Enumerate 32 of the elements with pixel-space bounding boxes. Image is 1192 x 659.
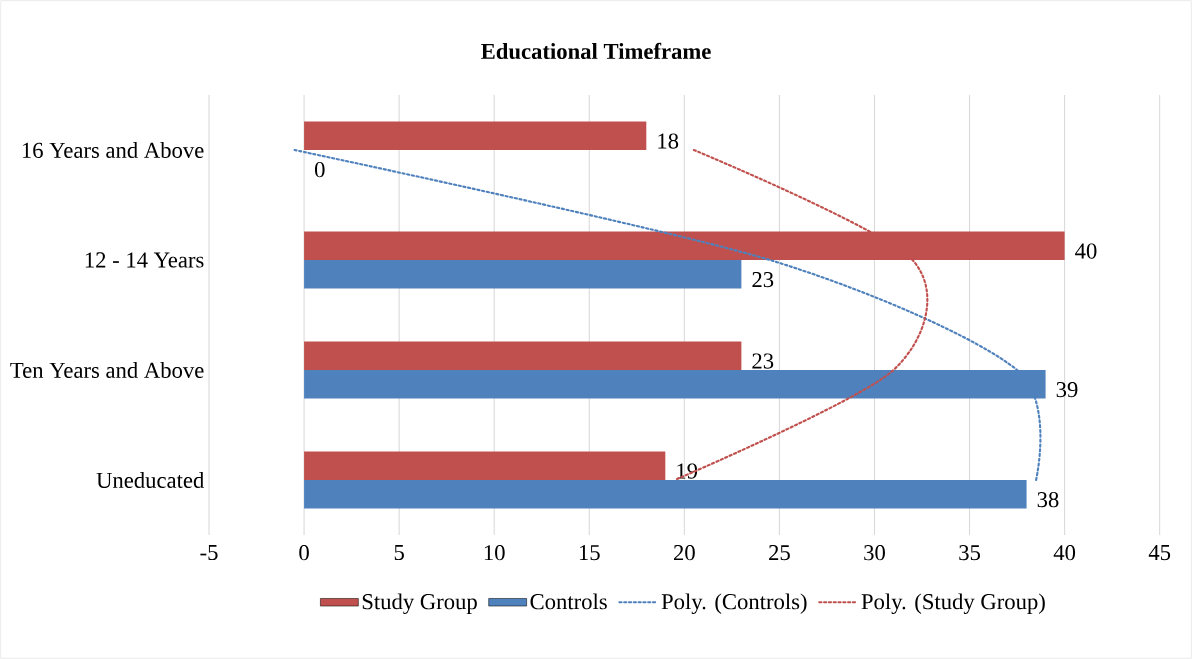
- x-tick-label: 20: [674, 545, 695, 561]
- legend-label: Controls: [530, 593, 607, 610]
- legend-label: Poly. (Study Group): [861, 593, 1045, 615]
- data-label: 39: [1056, 382, 1078, 398]
- data-label: 23: [752, 353, 774, 369]
- data-label: 0: [314, 161, 325, 178]
- x-tick-label: 30: [864, 545, 885, 561]
- data-label: 38: [1037, 491, 1059, 508]
- x-tick-label: 15: [579, 545, 600, 561]
- y-tick-label: Ten Years and Above: [10, 362, 204, 378]
- y-tick-label: 12 - 14 Years: [85, 252, 204, 268]
- bar: [304, 451, 666, 480]
- x-tick-label: 40: [1053, 545, 1076, 561]
- bar: [304, 259, 742, 289]
- bar: [304, 341, 742, 370]
- legend-label: Poly. (Controls): [661, 593, 807, 615]
- bar: [304, 121, 647, 150]
- x-tick-label: -5: [200, 545, 218, 561]
- x-tick-label: 35: [959, 545, 980, 561]
- x-tick-label: 25: [769, 545, 790, 561]
- legend-label: Study Group: [362, 593, 477, 615]
- x-tick-label: 5: [394, 545, 404, 561]
- y-tick-label: Uneducated: [96, 472, 205, 488]
- data-label: 23: [752, 272, 774, 288]
- y-tick-label: 16 Years and Above: [22, 142, 204, 158]
- bar: [304, 479, 1027, 509]
- data-label: 40: [1075, 243, 1097, 259]
- chart-title: Educational Timeframe: [481, 42, 711, 60]
- x-tick-label: 45: [1148, 545, 1171, 561]
- x-tick-label: 10: [484, 545, 505, 561]
- x-tick-label: 0: [299, 545, 309, 561]
- data-label: 18: [658, 133, 679, 149]
